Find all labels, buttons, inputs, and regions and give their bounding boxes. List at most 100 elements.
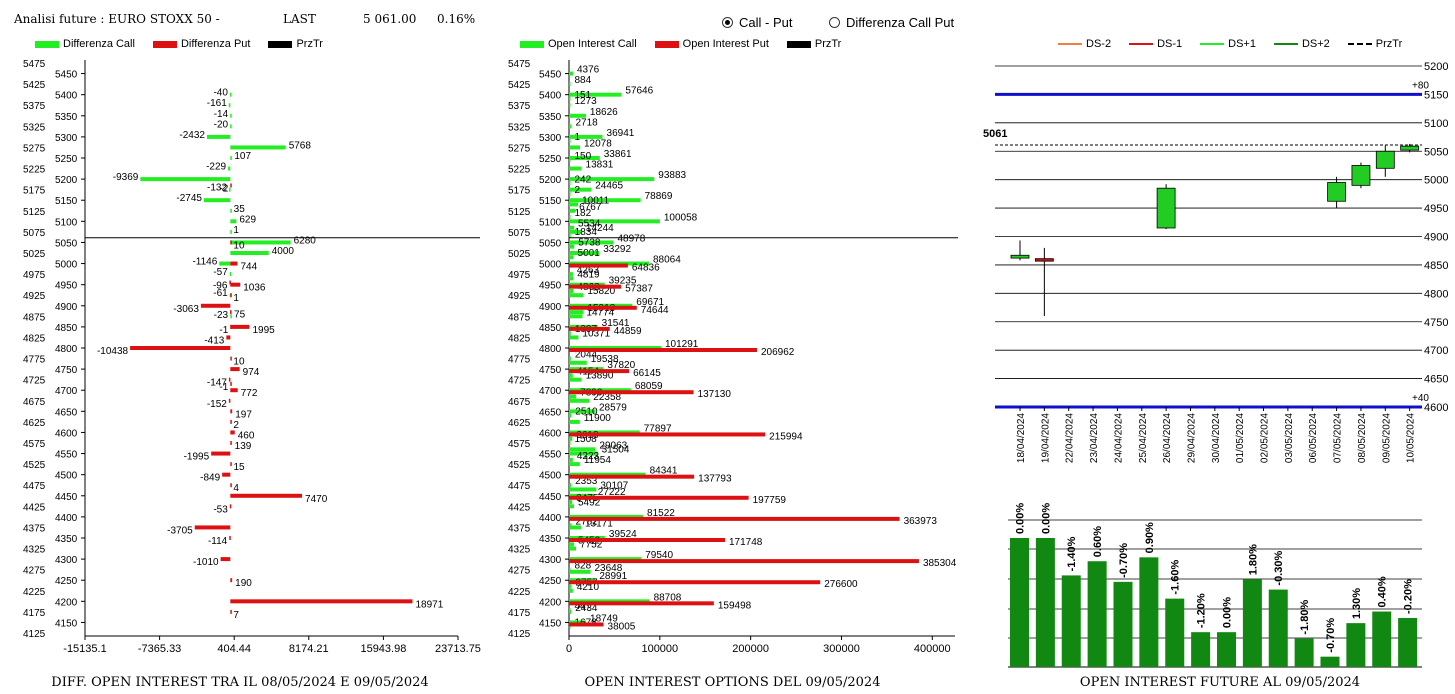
oi-bar-put [569, 348, 757, 352]
fut-y-tick-label: 4750 [1424, 317, 1448, 329]
oi-bar-call [569, 103, 571, 108]
diff-data-label: 4000 [272, 246, 295, 257]
oi-bar-call [569, 500, 573, 505]
radio-call-put[interactable]: Call - Put [722, 15, 792, 30]
oi-bar-call [569, 462, 580, 467]
oi-data-label: 2044 [575, 350, 598, 361]
diff-data-label: -413 [204, 335, 224, 346]
fut-annotation: +40 [1412, 393, 1429, 404]
diff-y-tick-label: 4500 [55, 471, 78, 482]
oi-pct-bar [1139, 557, 1159, 667]
fut-x-tick-label: 08/05/2024 [1357, 413, 1368, 463]
diff-y-tick-label: 5475 [23, 59, 46, 70]
radio-differenza-dot[interactable] [829, 17, 840, 28]
diff-y-tick-label: 5425 [23, 80, 46, 91]
fut-candle-body [1010, 254, 1030, 259]
oi-bar-call [569, 373, 573, 378]
oi-data-label: 10011 [582, 195, 610, 206]
oi-pct-label: 0.00% [1222, 597, 1234, 628]
diff-bar-put [228, 398, 231, 403]
diff-y-tick-label: 5350 [55, 112, 78, 123]
diff-bar-put [230, 381, 232, 386]
diff-data-label: 15 [233, 462, 245, 473]
diff-data-label: -40 [213, 88, 228, 99]
diff-data-label: 35 [234, 204, 246, 215]
oi-data-label: 101291 [665, 339, 699, 350]
oi-bar-call [569, 293, 584, 298]
radio-differenza[interactable]: Differenza Call Put [829, 15, 954, 30]
oi-data-label: 159498 [718, 600, 752, 611]
fut-x-tick-label: 26/04/2024 [1162, 413, 1173, 463]
oi-bar-call [569, 289, 574, 293]
oi-bar-call [569, 588, 573, 593]
oi-data-label: 79540 [645, 550, 673, 561]
oi-y-tick-label: 4250 [539, 576, 562, 587]
oi-y-tick-label: 4325 [508, 545, 531, 556]
oi-y-tick-label: 4925 [508, 291, 531, 302]
oi-y-tick-label: 5375 [508, 101, 531, 112]
oi-x-tick-label: 0 [566, 643, 572, 655]
fut-y-tick-label: 4850 [1424, 260, 1448, 272]
oi-data-label: 1508 [575, 434, 598, 445]
oi-y-tick-label: 4300 [539, 555, 562, 566]
oi-y-tick-label: 4125 [508, 629, 531, 640]
fut-y-tick-label: 5100 [1424, 118, 1448, 130]
oi-data-label: 11954 [584, 455, 612, 466]
diff-y-tick-label: 5050 [55, 238, 78, 249]
diff-data-label: -14 [214, 109, 229, 120]
diff-data-label: 2 [233, 420, 239, 431]
oi-pct-bar [1061, 575, 1081, 667]
diff-x-tick-label: 404.44 [217, 643, 251, 655]
oi-pct-label: -0.30% [1273, 551, 1285, 586]
oi-data-label: 1 [575, 132, 581, 143]
fut-x-tick-label: 23/04/2024 [1089, 413, 1100, 463]
diff-data-label: 7470 [305, 494, 328, 505]
fut-candle-body [1327, 182, 1346, 202]
oi-data-label: 5738 [578, 238, 601, 249]
oi-bar-call [569, 134, 603, 139]
diff-data-label: 1995 [252, 325, 275, 336]
oi-data-label: 28579 [599, 402, 627, 413]
diff-bar-put [230, 409, 233, 414]
diff-bar-put [211, 451, 231, 456]
oi-pct-bar [1242, 579, 1262, 667]
legend-label: Differenza Call [63, 38, 135, 50]
oi-pct-label: -0.70% [1325, 618, 1337, 653]
oi-data-label: 77897 [644, 423, 672, 434]
diff-bar-call [230, 208, 232, 213]
fut-y-tick-label: 4650 [1424, 374, 1448, 386]
oi-pct-bar [1268, 589, 1288, 667]
oi-pct-label: 1.30% [1351, 588, 1363, 619]
diff-bar-put [230, 356, 232, 361]
oi-data-label: 137793 [698, 474, 732, 485]
diff-data-label: -3063 [173, 304, 199, 315]
oi-bar-put [569, 474, 695, 479]
oi-data-label: 84341 [650, 466, 678, 477]
diff-bar-call [229, 187, 231, 192]
oi-bar-call [569, 71, 573, 76]
diff-bar-put [230, 324, 250, 329]
diff-y-tick-label: 5375 [23, 101, 46, 112]
diff-data-label: -23 [214, 310, 229, 321]
diff-bar-call [230, 219, 237, 224]
diff-y-tick-label: 4775 [23, 355, 46, 366]
diff-y-tick-label: 5175 [23, 186, 46, 197]
diff-y-tick-label: 4475 [23, 481, 46, 492]
diff-bar-call [230, 156, 232, 160]
fut-candle-body [1034, 258, 1054, 262]
legend-swatch-call [520, 40, 544, 48]
fut-y-tick-label: 5000 [1424, 175, 1448, 187]
diff-bar-put [229, 536, 231, 540]
oi-bar-put [569, 432, 766, 437]
oi-data-label: 2718 [575, 117, 598, 128]
radio-call-put-dot[interactable] [722, 17, 733, 28]
oi-bar-call [569, 113, 586, 118]
legend-swatch-ds+2 [1273, 43, 1298, 45]
oi-data-label: 81522 [647, 508, 675, 519]
diff-data-label: -2 [219, 183, 228, 194]
oi-x-tick-label: 200000 [732, 643, 769, 655]
oi-bar-call [569, 202, 579, 207]
oi-y-tick-label: 4525 [508, 460, 531, 471]
oi-bar-call [569, 441, 571, 445]
oi-data-label: 15820 [587, 286, 615, 297]
